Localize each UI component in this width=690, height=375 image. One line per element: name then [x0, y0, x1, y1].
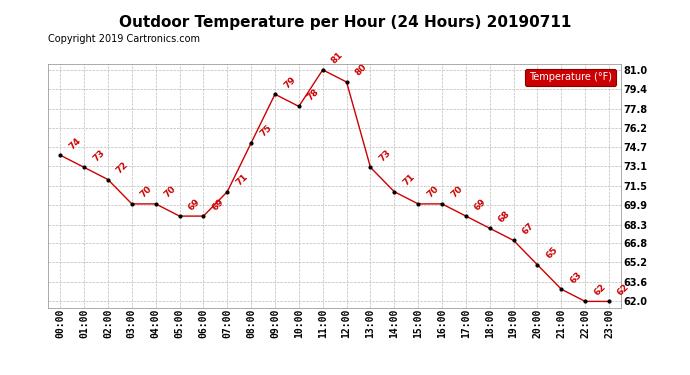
Text: 73: 73 [91, 148, 106, 163]
Text: Copyright 2019 Cartronics.com: Copyright 2019 Cartronics.com [48, 34, 200, 44]
Text: 72: 72 [115, 160, 130, 176]
Text: 62: 62 [616, 282, 631, 297]
Text: 62: 62 [592, 282, 607, 297]
Text: 63: 63 [569, 270, 584, 285]
Text: 75: 75 [258, 123, 273, 139]
Text: 69: 69 [473, 196, 488, 212]
Text: 81: 81 [330, 51, 345, 66]
Text: Outdoor Temperature per Hour (24 Hours) 20190711: Outdoor Temperature per Hour (24 Hours) … [119, 15, 571, 30]
Text: 80: 80 [353, 63, 368, 78]
Text: 74: 74 [67, 136, 83, 151]
Text: 71: 71 [402, 172, 417, 188]
Text: 70: 70 [449, 184, 464, 200]
Text: 69: 69 [186, 196, 201, 212]
Text: 70: 70 [139, 184, 154, 200]
Text: 70: 70 [425, 184, 440, 200]
Text: 65: 65 [544, 246, 560, 261]
Text: 68: 68 [497, 209, 512, 224]
Text: 78: 78 [306, 87, 321, 102]
Text: 71: 71 [234, 172, 250, 188]
Legend: Temperature (°F): Temperature (°F) [525, 69, 616, 86]
Text: 70: 70 [163, 184, 178, 200]
Text: 79: 79 [282, 75, 297, 90]
Text: 69: 69 [210, 196, 226, 212]
Text: 73: 73 [377, 148, 393, 163]
Text: 67: 67 [520, 221, 536, 236]
